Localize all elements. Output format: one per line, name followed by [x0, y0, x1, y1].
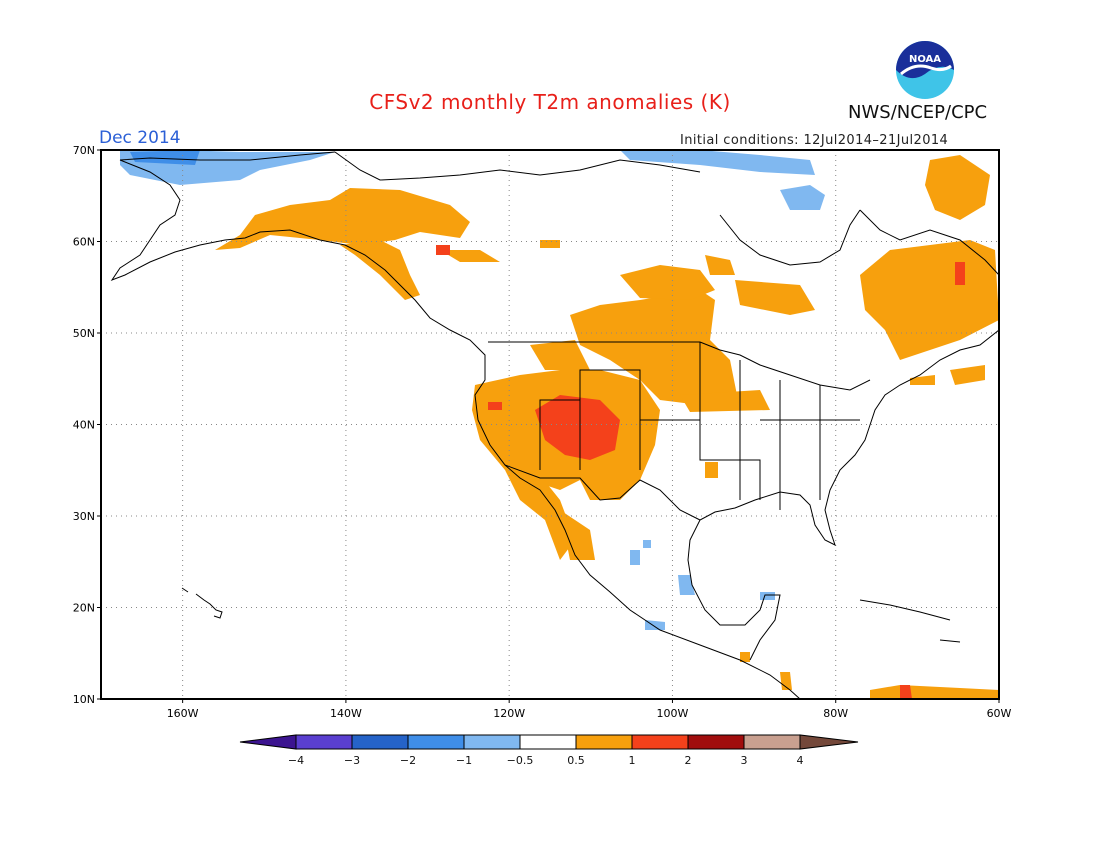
cool-spot-mexico-2 — [643, 540, 651, 548]
colorbar-arrow-high — [799, 734, 859, 750]
warm-anomaly-prairies — [570, 290, 740, 410]
colorbar-label: 3 — [741, 754, 748, 767]
warm-spot-central-america — [740, 652, 750, 662]
colorbar-label: 2 — [685, 754, 692, 767]
cool-spot-mexico — [630, 550, 640, 565]
warm-anomaly-texas — [705, 462, 718, 478]
agency-label: NWS/NCEP/CPC — [848, 102, 988, 123]
colorbar-label: −1 — [456, 754, 472, 767]
initial-conditions: Initial conditions: 12Jul2014–21Jul2014 — [680, 133, 949, 148]
state-borders-east — [699, 342, 860, 510]
cold-anomaly-arctic-alaska — [130, 150, 200, 165]
lon-label: 80W — [823, 707, 848, 720]
warm-anomaly-labrador — [925, 155, 990, 220]
lon-label: 60W — [987, 707, 1012, 720]
forecast-period: Dec 2014 — [99, 128, 181, 148]
colorbar-label: 4 — [797, 754, 804, 767]
coastline-labrador — [859, 209, 999, 276]
warm-anomaly-maine — [910, 375, 935, 385]
hot-anomaly-nevada — [488, 402, 502, 410]
colorbar-label: −3 — [344, 754, 360, 767]
lat-label: 60N — [73, 236, 95, 249]
hawaii — [181, 587, 223, 619]
colorbar-box — [687, 734, 745, 750]
latitude-labels: 70N 60N 50N 40N 30N 20N 10N — [73, 144, 95, 706]
state-borders-west — [539, 369, 761, 500]
axis-ticks — [97, 149, 1000, 703]
lat-label: 10N — [73, 693, 95, 706]
hot-anomaly-yukon — [436, 245, 450, 255]
colorbar-box — [575, 734, 633, 750]
hot-anomaly-four-corners — [535, 395, 620, 460]
warm-anomaly-manitoba — [705, 255, 735, 275]
hot-spot-venezuela — [900, 685, 912, 699]
lon-label: 140W — [330, 707, 362, 720]
coastlines — [110, 151, 999, 699]
lat-label: 20N — [73, 602, 95, 615]
colorbar-box — [519, 734, 577, 750]
coastline-arctic-alaska — [119, 151, 336, 161]
coastline-pacific — [110, 159, 801, 699]
coastline-atlantic-gulf — [687, 329, 999, 661]
border-us-mexico — [504, 464, 701, 521]
hot-anomaly-quebec — [955, 262, 965, 285]
colorbar-arrow-low — [239, 734, 297, 750]
colorbar-label: −2 — [400, 754, 416, 767]
warm-spot-honduras — [780, 672, 792, 690]
warm-anomaly-nova-scotia — [950, 365, 985, 385]
colorbar-label: −4 — [288, 754, 304, 767]
lat-label: 40N — [73, 419, 95, 432]
colorbar-box — [631, 734, 689, 750]
coastline-hudson-bay — [719, 209, 861, 266]
cool-anomaly-hudson-strait — [780, 185, 825, 210]
lat-label: 70N — [73, 144, 95, 157]
lat-label: 30N — [73, 510, 95, 523]
colorbar-box — [351, 734, 409, 750]
border-us-canada — [488, 341, 871, 391]
lon-label: 160W — [167, 707, 199, 720]
warm-anomaly-canada-central — [620, 265, 715, 300]
warm-anomaly-sonora — [560, 510, 595, 560]
lon-label: 100W — [657, 707, 689, 720]
colorbar-box — [463, 734, 521, 750]
warm-anomaly-nwt — [540, 240, 560, 248]
warm-anomaly-baja — [505, 470, 575, 560]
cool-spot-pacific — [645, 620, 665, 630]
warm-anomaly-ontario — [735, 280, 815, 315]
map-title: CFSv2 monthly T2m anomalies (K) — [369, 90, 731, 114]
coastline-arctic-canada — [334, 151, 701, 181]
colorbar-box — [743, 734, 801, 750]
noaa-logo-text: NOAA — [909, 54, 941, 65]
colorbar-label: 0.5 — [567, 754, 585, 767]
longitude-labels: 160W 140W 120W 100W 80W 60W — [167, 707, 1012, 720]
caribbean-islands — [859, 599, 961, 643]
colorbar-label: 1 — [629, 754, 636, 767]
warm-anomaly-idaho — [530, 340, 590, 370]
colorbar-box — [407, 734, 465, 750]
noaa-logo: NOAA — [896, 41, 954, 99]
warm-anomaly-midwest — [680, 390, 770, 412]
warm-anomaly-yukon — [440, 250, 500, 262]
colorbar-box — [295, 734, 353, 750]
colorbar-label: −0.5 — [507, 754, 534, 767]
cool-anomaly-arctic-canada — [620, 150, 815, 175]
lat-label: 50N — [73, 327, 95, 340]
warm-anomaly-alaska — [215, 188, 470, 250]
lon-label: 120W — [493, 707, 525, 720]
